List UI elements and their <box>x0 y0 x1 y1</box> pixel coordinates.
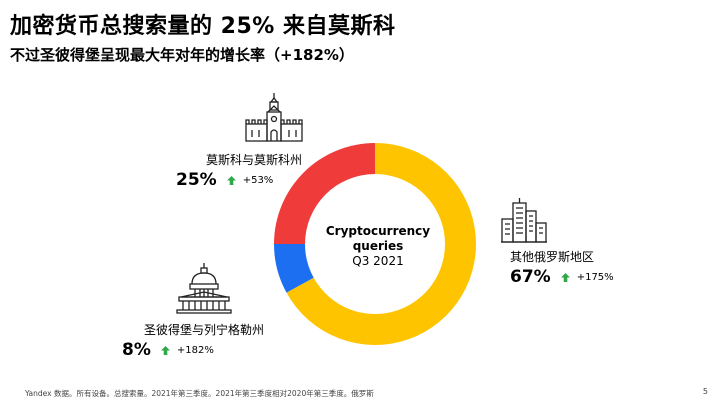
slice-st-petersburg <box>274 244 314 293</box>
up-arrow-icon <box>226 175 236 185</box>
up-arrow-icon <box>560 272 570 282</box>
region-label-moscow: 莫斯科与莫斯科州 25% +53% <box>176 151 303 190</box>
region-share-moscow: 25% <box>176 170 217 190</box>
center-line-1: Cryptocurrency <box>325 224 431 238</box>
region-change-moscow: +53% <box>242 174 274 186</box>
region-change-other: +175% <box>576 271 614 283</box>
region-stats-other: 67% +175% <box>510 267 614 287</box>
region-change-spb: +182% <box>176 344 214 356</box>
center-line-3: Q3 2021 <box>352 254 404 268</box>
region-name-moscow: 莫斯科与莫斯科州 <box>206 153 303 167</box>
page-number: 5 <box>702 387 708 396</box>
skyscrapers-icon <box>501 198 547 243</box>
up-arrow-icon <box>160 345 170 355</box>
capitol-dome-icon <box>176 263 232 314</box>
region-stats-moscow: 25% +53% <box>176 170 302 190</box>
region-label-spb: 圣彼得堡与列宁格勒州 8% +182% <box>122 321 265 360</box>
center-line-2: queries <box>352 239 404 253</box>
region-label-other: 其他俄罗斯地区 67% +175% <box>510 248 614 287</box>
region-share-other: 67% <box>510 267 551 287</box>
region-stats-spb: 8% +182% <box>122 340 264 360</box>
footnote: Yandex 数据。所有设备。总搜索量。2021年第三季度。2021年第三季度相… <box>25 389 374 398</box>
region-share-spb: 8% <box>122 340 151 360</box>
donut-center-label: Cryptocurrency queries Q3 2021 <box>318 224 438 269</box>
slice-other-regions <box>286 143 476 345</box>
page-title: 加密货币总搜索量的 25% 来自莫斯科 <box>10 14 396 39</box>
region-name-spb: 圣彼得堡与列宁格勒州 <box>144 323 265 337</box>
kremlin-tower-icon <box>245 93 303 142</box>
region-name-other: 其他俄罗斯地区 <box>510 250 595 264</box>
page-subtitle: 不过圣彼得堡呈现最大年对年的增长率（+182%） <box>10 46 354 64</box>
slice-moscow <box>274 143 375 244</box>
